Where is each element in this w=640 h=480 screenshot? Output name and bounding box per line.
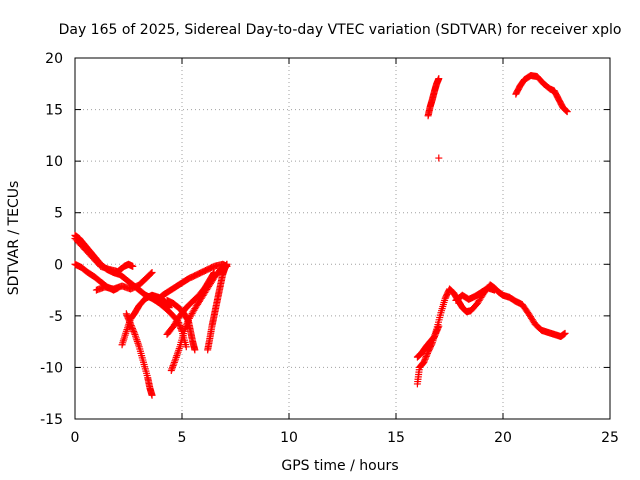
x-tick-label: 5 (178, 430, 187, 446)
data-point (435, 75, 443, 83)
data-point (169, 363, 177, 371)
data-points (71, 72, 571, 399)
series-track-3 (71, 235, 137, 276)
series-track-11 (163, 296, 199, 354)
y-tick-label: 0 (54, 257, 63, 273)
data-point (168, 365, 176, 373)
data-point (420, 358, 428, 366)
series-track-15 (424, 75, 443, 120)
data-point (432, 328, 440, 336)
y-tick-label: -10 (40, 360, 63, 376)
x-axis-label: GPS time / hours (281, 458, 398, 474)
series-track-6 (122, 310, 156, 399)
data-point (420, 357, 428, 365)
y-tick-label: 15 (45, 103, 63, 119)
data-point (169, 362, 177, 370)
data-point (127, 322, 135, 330)
data-point (431, 332, 439, 340)
data-point (182, 343, 190, 351)
data-point (148, 269, 156, 277)
data-point (148, 391, 156, 399)
data-point (170, 360, 178, 368)
data-point (223, 260, 231, 268)
series-track-10 (204, 260, 231, 354)
data-point (128, 325, 136, 333)
data-point (435, 154, 443, 162)
data-point (432, 330, 440, 338)
grid-lines (75, 58, 610, 419)
data-point (126, 319, 134, 327)
data-point (561, 329, 569, 337)
data-point (170, 358, 178, 366)
data-point (421, 355, 429, 363)
data-point (180, 327, 188, 335)
data-point (434, 325, 442, 333)
data-point (209, 270, 217, 278)
series-track-16 (435, 154, 443, 162)
data-point (125, 317, 133, 325)
series-track-17 (512, 72, 571, 116)
data-point (165, 304, 173, 312)
data-point (125, 316, 133, 324)
data-point (124, 313, 132, 321)
data-point (210, 269, 218, 277)
y-tick-label: 10 (45, 154, 63, 170)
y-tick-label: -5 (49, 309, 63, 325)
axis-ticks: 0 5 10 15 20 25 -15 -10 -5 0 5 10 15 20 (40, 51, 619, 446)
data-point (422, 354, 430, 362)
data-point (423, 351, 431, 359)
data-point (434, 324, 442, 332)
y-tick-label: 20 (45, 51, 63, 67)
data-point (130, 329, 138, 337)
series-track-13 (452, 284, 498, 304)
y-tick-label: -15 (40, 412, 63, 428)
x-tick-label: 25 (601, 430, 619, 446)
chart-title: Day 165 of 2025, Sidereal Day-to-day VTE… (59, 22, 622, 38)
data-point (167, 367, 175, 375)
data-point (433, 327, 441, 335)
data-point (422, 352, 430, 360)
data-point (171, 357, 179, 365)
data-point (431, 331, 439, 339)
data-point (176, 321, 184, 329)
data-point (435, 322, 443, 330)
data-point (163, 296, 171, 304)
x-tick-label: 20 (494, 430, 512, 446)
x-tick-label: 15 (387, 430, 405, 446)
data-point (129, 326, 137, 334)
data-point (127, 320, 135, 328)
data-point (147, 269, 155, 277)
data-point (563, 108, 571, 116)
y-axis-label: SDTVAR / TECUs (6, 181, 22, 296)
data-point (124, 314, 132, 322)
y-tick-label: 5 (54, 206, 63, 222)
series-track-14 (413, 322, 443, 361)
data-point (130, 327, 138, 335)
data-point (129, 262, 137, 270)
x-tick-label: 0 (71, 430, 80, 446)
data-point (128, 323, 136, 331)
data-point (123, 311, 131, 319)
data-point (490, 286, 498, 294)
x-tick-label: 10 (280, 430, 298, 446)
data-point (122, 310, 130, 318)
series-track-4 (92, 269, 156, 294)
